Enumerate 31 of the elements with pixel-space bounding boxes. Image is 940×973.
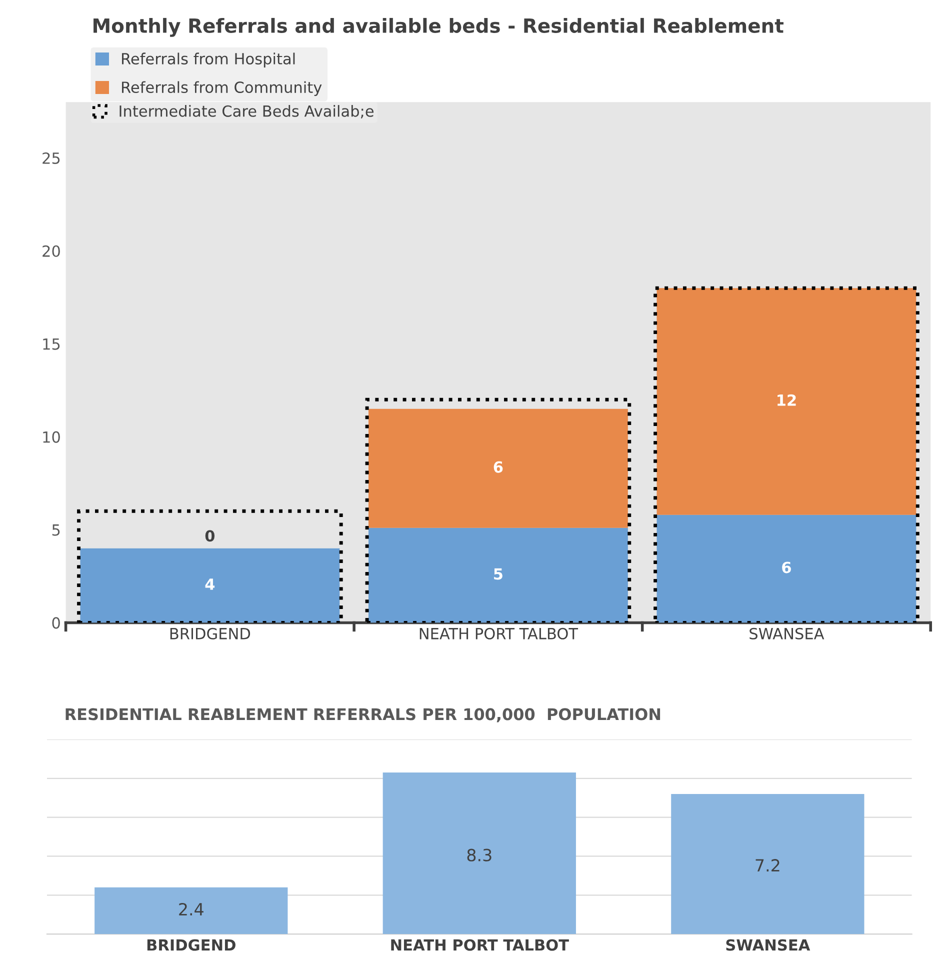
data-label: 5 <box>494 568 502 580</box>
bar <box>80 548 340 623</box>
data-label: 8.3 <box>467 848 492 862</box>
legend-label: Referrals from Hospital <box>122 52 295 68</box>
legend-label: Intermediate Care Beds Availab;e <box>120 105 374 118</box>
chart-title: Monthly Referrals and available beds - Residential Reablement <box>94 18 784 37</box>
data-label: 0 <box>205 530 215 542</box>
data-label: 2.4 <box>179 902 204 916</box>
chart-title: RESIDENTIAL REABLEMENT REFERRALS PER 100,000 POPULATION <box>66 708 660 722</box>
data-label: 4 <box>205 578 215 590</box>
x-tick-label: SWANSEA <box>726 939 810 951</box>
y-tick-label: 10 <box>43 431 60 443</box>
data-label: 6 <box>782 562 791 574</box>
x-tick-label: BRIDGEND <box>147 939 236 951</box>
bar <box>656 514 916 623</box>
bar <box>656 288 916 515</box>
x-tick-label: SWANSEA <box>750 628 824 640</box>
x-tick-label: NEATH PORT TALBOT <box>391 939 569 951</box>
legend-label: Referrals from Community <box>122 81 322 96</box>
y-tick-label: 20 <box>42 245 60 257</box>
data-label: 7.2 <box>756 859 780 872</box>
y-tick-label: 5 <box>52 524 60 536</box>
x-tick-label: BRIDGEND <box>170 628 250 640</box>
y-tick-label: 0 <box>52 617 60 629</box>
y-tick-label: 15 <box>43 338 60 350</box>
x-tick-label: NEATH PORT TALBOT <box>420 628 578 640</box>
bar <box>368 528 628 623</box>
bar <box>368 408 628 528</box>
data-label: 6 <box>494 461 503 473</box>
y-tick-label: 25 <box>42 152 60 164</box>
data-label: 12 <box>778 394 796 406</box>
